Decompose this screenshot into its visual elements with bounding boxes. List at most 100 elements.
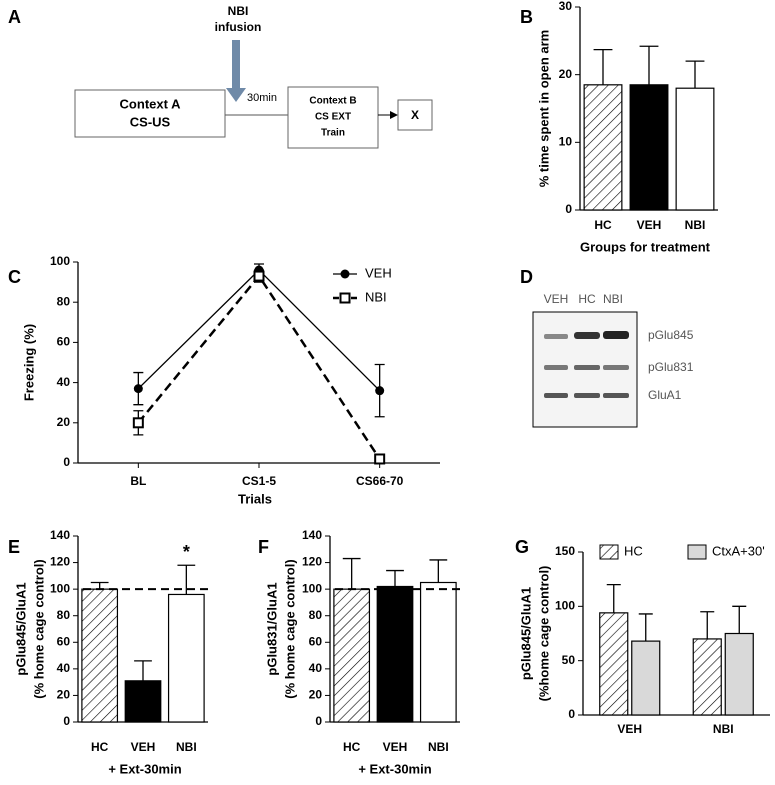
y-tick-label: 140 [50,528,70,542]
error-bar [90,581,109,590]
band [574,332,600,339]
x-axis-label: Groups for treatment [580,239,711,254]
delay-label: 30min [247,92,277,104]
band [603,331,629,339]
marker [375,386,385,396]
marker [340,269,350,279]
y-tick-label: 60 [309,634,323,648]
marker [374,453,386,465]
x-tick-label: HC [343,740,361,754]
bar [599,612,629,716]
marker [132,417,144,429]
error-bar [134,660,152,681]
y-axis-label: pGlu845/GluA1 [518,587,533,680]
line [137,273,381,460]
x-tick-label: VEH [617,722,642,736]
legend-swatch [599,544,619,560]
band [603,365,629,370]
y-tick-label: 50 [562,653,576,667]
box-text: Context B [309,96,356,107]
box-text: CS-US [130,114,171,129]
box [74,89,226,138]
box-text: Train [321,128,345,139]
y-tick-label: 80 [309,608,323,622]
y-tick-label: 100 [50,581,70,595]
band [603,393,629,398]
y-tick-label: 0 [63,714,70,728]
y-tick-label: 20 [309,688,323,702]
bar [333,588,371,723]
error-bar [386,569,404,587]
bar [376,585,414,723]
legend-label: VEH [365,265,392,280]
x-tick-label: HC [594,218,612,232]
y-tick-label: 120 [302,555,322,569]
panel-label: B [520,7,533,27]
y-tick-label: 60 [57,335,71,349]
infusion-label: infusion [215,20,262,34]
legend-swatch [687,544,707,560]
box [397,99,433,131]
y-axis-label: (% home cage control) [282,559,297,698]
box-text: Context A [120,96,182,111]
y-tick-label: 150 [555,544,575,558]
band-label: pGlu845 [648,328,694,342]
y-tick-label: 20 [57,415,71,429]
bar [419,581,457,723]
y-tick-label: 10 [559,135,573,149]
bar [675,87,715,211]
y-tick-label: 100 [555,599,575,613]
error-bar [342,557,361,590]
lane-label: HC [578,292,596,306]
diagram-a: A NBI infusion Context A CS-US 30min Con… [8,4,433,149]
y-tick-label: 60 [57,634,71,648]
bar [583,84,623,211]
y-tick-label: 80 [57,608,71,622]
marker [253,270,265,282]
y-tick-label: 100 [302,581,322,595]
x-tick-label: CS1-5 [242,474,276,488]
y-tick-label: 0 [315,714,322,728]
y-tick-label: 140 [302,528,322,542]
band [544,334,568,339]
y-tick-label: 40 [57,661,71,675]
panel-label: E [8,537,20,557]
y-tick-label: 20 [559,67,573,81]
band [574,393,600,398]
annotation: * [183,542,190,562]
blot-d: D VEH HC NBI pGlu845 pGlu831 GluA1 [520,267,694,428]
bar [724,632,754,716]
y-tick-label: 40 [57,375,71,389]
bar [692,638,722,716]
y-axis-label: Freezing (%) [21,324,36,401]
error-bar [177,564,196,595]
y-axis-label: % time spent in open arm [536,30,551,187]
panel-label: F [258,537,269,557]
x-tick-label: NBI [713,722,734,736]
x-tick-label: VEH [383,740,408,754]
x-axis-label: + Ext-30min [108,761,181,776]
error-bar [638,613,653,642]
x-tick-label: NBI [685,218,706,232]
bar [629,84,669,211]
legend-label: NBI [365,289,387,304]
lane-label: VEH [544,292,569,306]
x-tick-label: VEH [131,740,156,754]
x-axis-label: Trials [238,491,272,506]
error-bar [685,60,705,89]
y-tick-label: 120 [50,555,70,569]
x-tick-label: VEH [637,218,662,232]
bar [631,640,661,716]
lane-label: NBI [603,292,623,306]
bar [167,593,205,723]
box-text: CS EXT [315,112,351,123]
y-tick-label: 0 [565,202,572,216]
panel-label: A [8,7,21,27]
band-label: pGlu831 [648,360,694,374]
y-axis-label: pGlu831/GluA1 [264,582,279,675]
x-axis-label: + Ext-30min [358,761,431,776]
marker [339,292,351,304]
error-bar [606,583,621,613]
y-axis-label: (% home cage control) [31,559,46,698]
